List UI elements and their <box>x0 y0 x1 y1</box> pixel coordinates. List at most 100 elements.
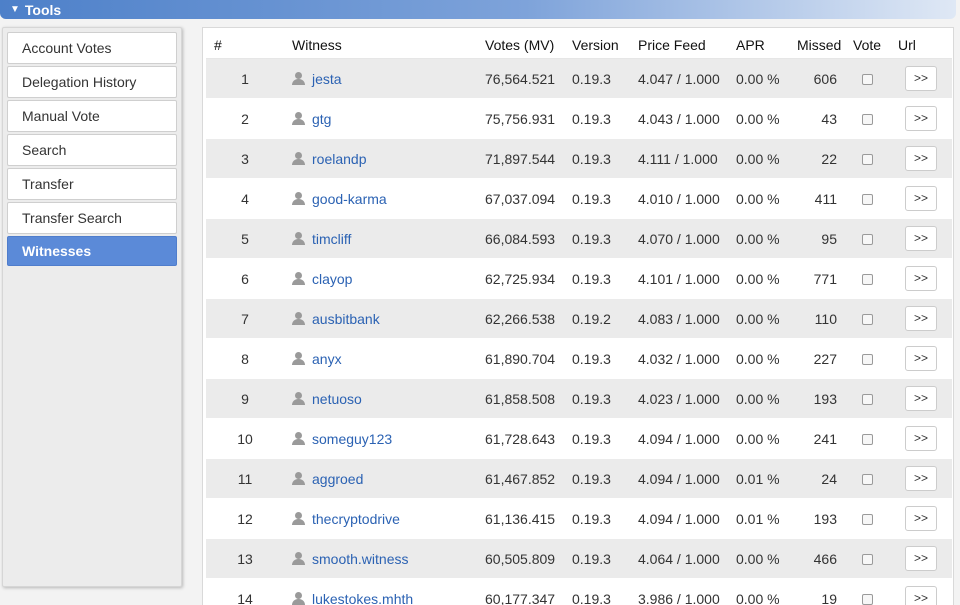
witness-link[interactable]: good-karma <box>312 190 387 207</box>
witnesses-table: # Witness Votes (MV) Version Price Feed … <box>206 32 952 605</box>
rank-cell: 7 <box>206 298 284 339</box>
col-header-witness[interactable]: Witness <box>284 32 477 59</box>
url-button[interactable]: >> <box>905 106 937 131</box>
user-icon <box>292 111 305 125</box>
witness-link[interactable]: smooth.witness <box>312 550 409 567</box>
witness-link[interactable]: lukestokes.mhth <box>312 590 414 605</box>
table-row: 4 good-karma 67,037.094 0.19.3 4.010 / 1.000… <box>206 178 952 219</box>
col-header-url[interactable]: Url <box>890 32 952 59</box>
apr-cell: 0.00 % <box>728 138 789 179</box>
vote-checkbox[interactable] <box>862 474 873 486</box>
col-header-version[interactable]: Version <box>564 32 630 59</box>
url-button[interactable]: >> <box>905 226 937 251</box>
url-button[interactable]: >> <box>905 146 937 171</box>
version-cell: 0.19.3 <box>564 578 630 605</box>
sidebar-item-witnesses[interactable]: Witnesses <box>7 236 177 266</box>
sidebar-item-account-votes[interactable]: Account Votes <box>7 32 177 64</box>
apr-cell: 0.00 % <box>728 98 789 139</box>
version-cell: 0.19.3 <box>564 498 630 539</box>
missed-cell: 110 <box>789 298 845 339</box>
witness-link[interactable]: anyx <box>312 350 342 367</box>
sidebar-item-search[interactable]: Search <box>7 134 177 166</box>
url-cell: >> <box>890 178 952 219</box>
witness-link[interactable]: timcliff <box>312 230 352 247</box>
witness-link[interactable]: someguy123 <box>312 430 393 447</box>
vote-checkbox[interactable] <box>862 74 873 86</box>
col-header-votes[interactable]: Votes (MV) <box>477 32 564 59</box>
witness-cell: clayop <box>284 258 477 299</box>
sidebar-item-transfer[interactable]: Transfer <box>7 168 177 200</box>
vote-checkbox[interactable] <box>862 394 873 406</box>
witness-cell: good-karma <box>284 178 477 219</box>
user-icon <box>292 511 305 525</box>
vote-checkbox[interactable] <box>862 554 873 566</box>
sidebar-item-transfer-search[interactable]: Transfer Search <box>7 202 177 234</box>
col-header-price-feed[interactable]: Price Feed <box>630 32 728 59</box>
col-header-apr[interactable]: APR <box>728 32 789 59</box>
url-cell: >> <box>890 458 952 499</box>
votes-cell: 75,756.931 <box>477 98 564 139</box>
vote-checkbox[interactable] <box>862 114 873 126</box>
witness-link[interactable]: netuoso <box>312 390 362 407</box>
vote-checkbox[interactable] <box>862 514 873 526</box>
vote-checkbox[interactable] <box>862 434 873 446</box>
vote-checkbox[interactable] <box>862 354 873 366</box>
apr-cell: 0.01 % <box>728 458 789 499</box>
tools-header[interactable]: ▼ Tools <box>0 0 956 19</box>
vote-checkbox[interactable] <box>862 314 873 326</box>
missed-cell: 241 <box>789 418 845 459</box>
sidebar: Account Votes Delegation History Manual … <box>2 27 182 587</box>
url-button[interactable]: >> <box>905 306 937 331</box>
user-icon <box>292 591 305 605</box>
apr-cell: 0.00 % <box>728 178 789 219</box>
user-icon <box>292 391 305 405</box>
rank-cell: 5 <box>206 218 284 259</box>
witness-link[interactable]: jesta <box>312 70 342 87</box>
url-button[interactable]: >> <box>905 186 937 211</box>
witness-cell: jesta <box>284 58 477 99</box>
price-feed-cell: 4.094 / 1.000 <box>630 458 728 499</box>
vote-checkbox[interactable] <box>862 194 873 206</box>
col-header-rank[interactable]: # <box>206 32 284 59</box>
votes-cell: 66,084.593 <box>477 218 564 259</box>
url-button[interactable]: >> <box>905 426 937 451</box>
witness-link[interactable]: aggroed <box>312 470 364 487</box>
witness-link[interactable]: roelandp <box>312 150 367 167</box>
vote-checkbox[interactable] <box>862 274 873 286</box>
table-row: 14 lukestokes.mhth 60,177.347 0.19.3 3.986 /… <box>206 578 952 605</box>
witness-cell: netuoso <box>284 378 477 419</box>
col-header-missed[interactable]: Missed <box>789 32 845 59</box>
witness-link[interactable]: clayop <box>312 270 353 287</box>
rank-cell: 12 <box>206 498 284 539</box>
witness-link[interactable]: ausbitbank <box>312 310 380 327</box>
votes-cell: 62,725.934 <box>477 258 564 299</box>
rank-cell: 1 <box>206 58 284 99</box>
url-button[interactable]: >> <box>905 386 937 411</box>
url-button[interactable]: >> <box>905 66 937 91</box>
vote-checkbox[interactable] <box>862 234 873 246</box>
col-header-vote[interactable]: Vote <box>845 32 890 59</box>
vote-cell <box>845 138 890 179</box>
vote-checkbox[interactable] <box>862 594 873 605</box>
url-button[interactable]: >> <box>905 346 937 371</box>
missed-cell: 43 <box>789 98 845 139</box>
sidebar-item-manual-vote[interactable]: Manual Vote <box>7 100 177 132</box>
url-button[interactable]: >> <box>905 466 937 491</box>
url-button[interactable]: >> <box>905 586 937 605</box>
apr-cell: 0.00 % <box>728 218 789 259</box>
user-icon <box>292 351 305 365</box>
sidebar-item-delegation-history[interactable]: Delegation History <box>7 66 177 98</box>
version-cell: 0.19.3 <box>564 338 630 379</box>
witness-link[interactable]: gtg <box>312 110 332 127</box>
missed-cell: 24 <box>789 458 845 499</box>
witness-cell: aggroed <box>284 458 477 499</box>
vote-checkbox[interactable] <box>862 154 873 166</box>
witness-cell: ausbitbank <box>284 298 477 339</box>
url-button[interactable]: >> <box>905 546 937 571</box>
missed-cell: 193 <box>789 498 845 539</box>
url-button[interactable]: >> <box>905 506 937 531</box>
url-button[interactable]: >> <box>905 266 937 291</box>
witness-link[interactable]: thecryptodrive <box>312 510 400 527</box>
votes-cell: 61,858.508 <box>477 378 564 419</box>
vote-cell <box>845 218 890 259</box>
